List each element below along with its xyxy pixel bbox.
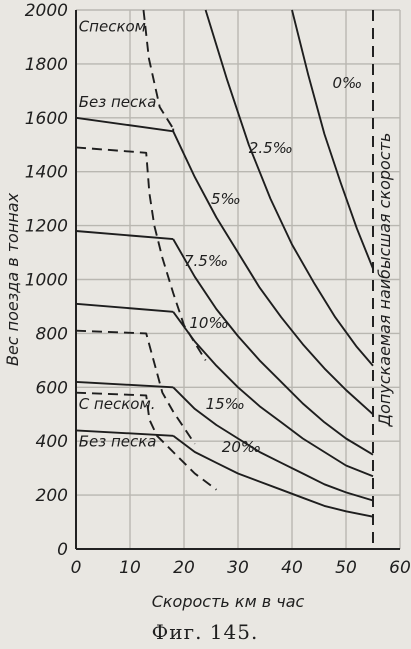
y-tick-label: 800 bbox=[36, 324, 68, 344]
tick-labels: 0 10 20 30 40 50 60020040060080010001200140016… bbox=[25, 1, 411, 578]
x-axis-label: Скорость км в час bbox=[152, 592, 305, 611]
curve-label: 7.5‰ bbox=[184, 252, 228, 270]
max-speed-label: Допускаемая наибысшая скорость bbox=[375, 133, 394, 428]
series-group bbox=[75, 9, 374, 518]
curve-label: 0‰ bbox=[333, 74, 363, 92]
series-line bbox=[291, 9, 374, 270]
curve-label: 15‰ bbox=[206, 395, 245, 413]
curve-label: Без песка bbox=[79, 433, 157, 451]
series-line bbox=[75, 380, 174, 389]
series-line bbox=[172, 238, 374, 456]
curve-label: 10‰ bbox=[189, 314, 228, 332]
series-line bbox=[172, 128, 374, 416]
series-line bbox=[204, 9, 374, 367]
x-tick-label: 40 bbox=[281, 558, 303, 578]
series-line bbox=[75, 230, 174, 241]
y-tick-label: 1400 bbox=[25, 163, 68, 183]
x-tick-label: 30 bbox=[227, 558, 249, 578]
series-line bbox=[172, 386, 374, 502]
curve-label: 20‰ bbox=[222, 438, 261, 456]
series-line bbox=[75, 329, 196, 445]
y-tick-label: 2000 bbox=[25, 1, 68, 21]
series-line bbox=[75, 429, 174, 437]
y-tick-label: 1600 bbox=[25, 109, 68, 129]
figure-caption: Фиг. 145. bbox=[152, 620, 259, 644]
y-tick-label: 600 bbox=[36, 378, 68, 398]
series-line bbox=[75, 146, 207, 361]
curve-label: 5‰ bbox=[211, 190, 241, 208]
y-tick-label: 1000 bbox=[25, 271, 68, 291]
curve-label: Спеском bbox=[79, 18, 146, 36]
annotations: Спеском Без песка 0‰ 2.5‰ 5‰ 7.5‰ 10‰ С песком.… bbox=[79, 18, 363, 456]
series-line bbox=[172, 311, 374, 478]
series-line bbox=[142, 9, 175, 130]
series-line bbox=[75, 302, 174, 313]
series-line bbox=[172, 435, 374, 518]
x-tick-label: 0 bbox=[71, 558, 82, 578]
y-tick-label: 200 bbox=[36, 486, 68, 506]
y-tick-label: 1800 bbox=[25, 55, 68, 75]
series-line bbox=[75, 116, 174, 133]
curve-label: С песком. bbox=[79, 395, 156, 413]
x-tick-label: 50 bbox=[335, 558, 357, 578]
x-tick-label: 10 bbox=[119, 558, 141, 578]
curve-label: 2.5‰ bbox=[249, 139, 293, 157]
series-line bbox=[75, 391, 217, 491]
y-tick-label: 400 bbox=[36, 432, 68, 452]
x-tick-label: 20 bbox=[173, 558, 195, 578]
y-tick-label: 1200 bbox=[25, 217, 68, 237]
y-axis-label: Вес поезда в тоннах bbox=[3, 192, 22, 366]
y-tick-label: 0 bbox=[57, 540, 68, 560]
x-tick-label: 60 bbox=[389, 558, 411, 578]
curve-label: Без песка bbox=[79, 93, 157, 111]
